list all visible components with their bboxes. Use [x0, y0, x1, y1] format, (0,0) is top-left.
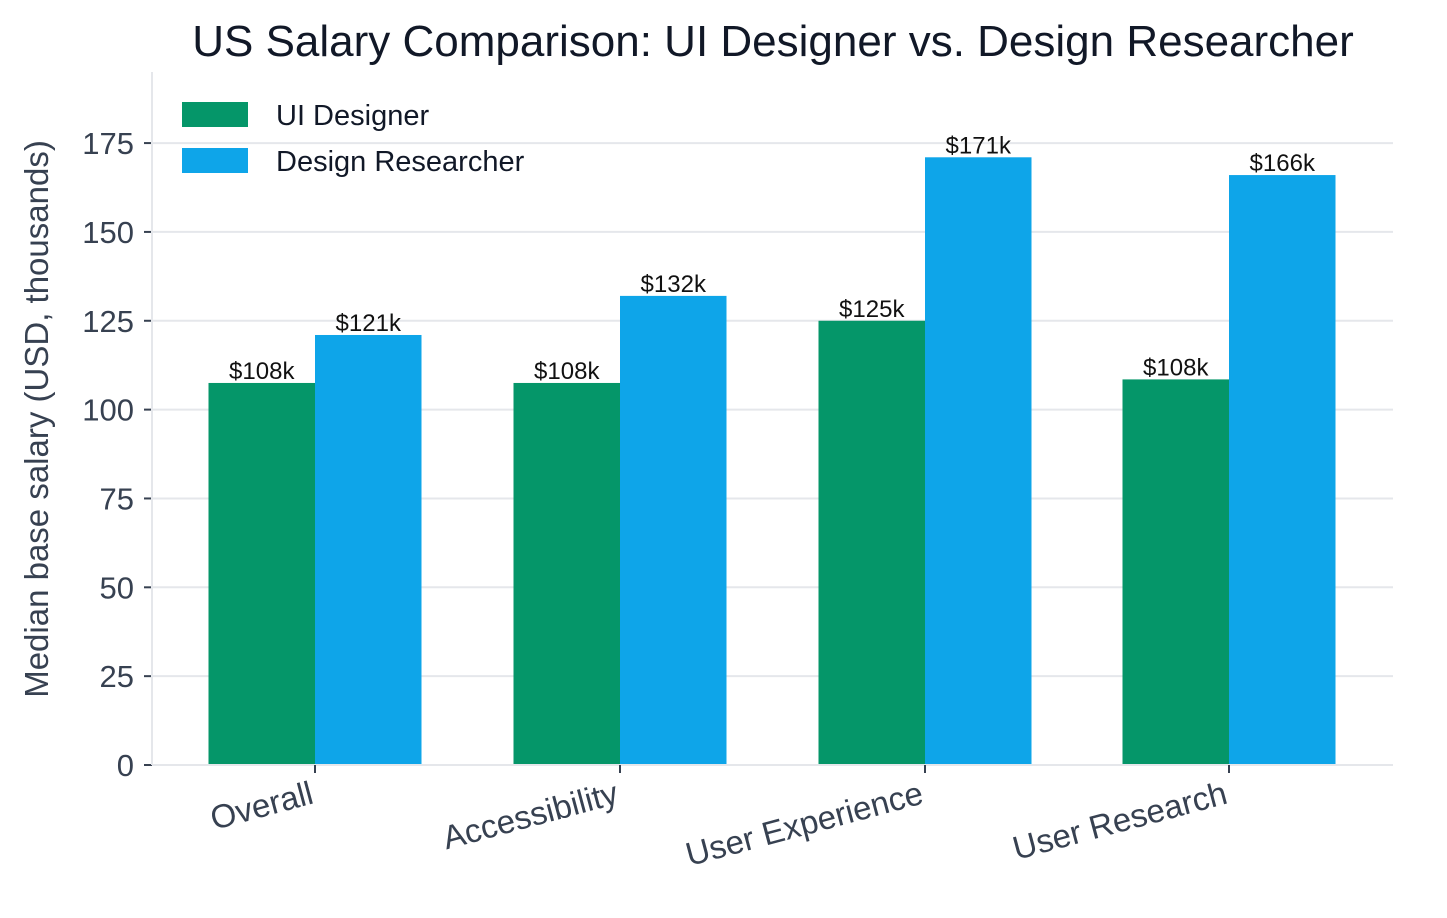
x-tick-label: User Research	[1009, 774, 1231, 867]
data-labels: $108k $108k $125k $108k $121k $132k $171k $166k	[229, 132, 1316, 385]
bar	[620, 295, 727, 765]
y-tick-label: 0	[117, 748, 134, 783]
y-tick-label: 125	[82, 304, 134, 339]
bar-value-label: $108k	[1143, 354, 1209, 381]
bars	[208, 157, 1336, 766]
legend: UI Designer Design Researcher	[182, 100, 525, 178]
bar-value-label: $108k	[534, 358, 600, 385]
legend-label: Design Researcher	[276, 146, 525, 178]
y-tick-label: 75	[100, 481, 134, 516]
bar	[513, 382, 620, 765]
bar	[208, 382, 315, 765]
bar-value-label: $125k	[839, 296, 905, 323]
x-tick-label: Overall	[206, 774, 317, 837]
bar-value-label: $166k	[1250, 150, 1316, 177]
y-tick-label: 50	[100, 570, 134, 605]
y-tick-label: 150	[82, 215, 134, 250]
bar	[315, 334, 422, 765]
bar	[1122, 379, 1229, 765]
bar-value-label: $121k	[336, 310, 402, 337]
bar-value-label: $171k	[946, 132, 1012, 159]
x-tick-label: Accessibility	[439, 774, 623, 856]
x-tick-label: User Experience	[682, 774, 927, 873]
bar	[818, 320, 925, 765]
bar-value-label: $132k	[641, 271, 707, 298]
y-tick-label: 100	[82, 393, 134, 428]
y-axis-label: Median base salary (USD, thousands)	[18, 140, 55, 698]
y-tick-label: 25	[100, 659, 134, 694]
chart-title: US Salary Comparison: UI Designer vs. De…	[192, 17, 1354, 66]
y-tick-label: 175	[82, 126, 134, 161]
bar-value-label: $108k	[229, 358, 295, 385]
legend-label: UI Designer	[276, 100, 429, 132]
bar	[1229, 175, 1336, 766]
legend-swatch	[182, 102, 248, 127]
legend-swatch	[182, 148, 248, 173]
bar	[925, 157, 1032, 766]
